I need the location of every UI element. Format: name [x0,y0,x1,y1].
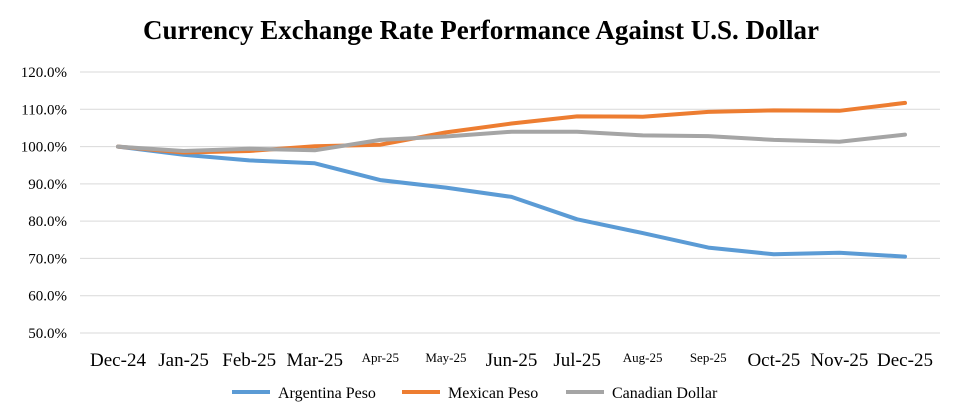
x-tick-label: Oct-25 [747,350,800,371]
y-axis-ticks: 50.0% 60.0% 70.0% 80.0% 90.0% 100.0% 110.0% 120… [21,65,67,342]
y-tick-label: 120.0% [21,65,67,81]
chart-title: Currency Exchange Rate Performance Again… [143,15,819,45]
x-axis-ticks: Dec-24 Jan-25 Feb-25 Mar-25 Apr-25 May-25 Jun-… [90,350,933,371]
series-line-argentina-peso [116,144,907,259]
gridlines [80,71,940,334]
y-tick-label: 50.0% [28,326,67,342]
y-tick-label: 110.0% [21,102,67,118]
x-tick-label: Dec-25 [877,350,933,371]
series-line-canadian-dollar [116,129,907,153]
x-tick-label: Nov-25 [810,350,868,371]
y-tick-label: 70.0% [28,251,67,267]
y-tick-label: 100.0% [21,140,67,156]
x-tick-label: Jun-25 [486,350,538,371]
legend-label: Argentina Peso [278,385,376,402]
x-tick-label: Apr-25 [362,350,399,365]
series-line-mexican-peso [116,100,907,155]
x-tick-label: Feb-25 [222,350,276,371]
x-tick-label: Dec-24 [90,350,146,371]
y-tick-label: 90.0% [28,177,67,193]
x-tick-label: Jan-25 [158,350,209,371]
legend-label: Mexican Peso [448,385,538,402]
x-tick-label: Jul-25 [553,350,601,371]
legend: Argentina Peso Mexican Peso Canadian Dolla… [232,385,718,402]
y-tick-label: 60.0% [28,289,67,305]
legend-label: Canadian Dollar [612,385,718,402]
series-lines [116,100,907,259]
x-tick-label: Sep-25 [690,350,727,365]
x-tick-label: May-25 [425,350,466,365]
x-tick-label: Aug-25 [623,350,663,365]
x-tick-label: Mar-25 [286,350,343,371]
y-tick-label: 80.0% [28,214,67,230]
